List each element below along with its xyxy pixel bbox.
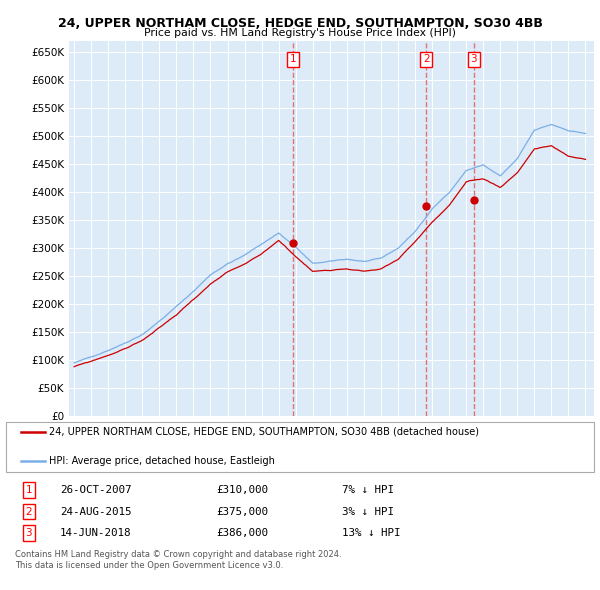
Text: 26-OCT-2007: 26-OCT-2007 bbox=[60, 485, 131, 494]
Text: £310,000: £310,000 bbox=[216, 485, 268, 494]
Text: 24, UPPER NORTHAM CLOSE, HEDGE END, SOUTHAMPTON, SO30 4BB: 24, UPPER NORTHAM CLOSE, HEDGE END, SOUT… bbox=[58, 17, 542, 30]
Text: 1: 1 bbox=[25, 485, 32, 494]
Text: 3% ↓ HPI: 3% ↓ HPI bbox=[342, 507, 394, 516]
Text: 1: 1 bbox=[289, 54, 296, 64]
Text: 2: 2 bbox=[25, 507, 32, 516]
Text: 7% ↓ HPI: 7% ↓ HPI bbox=[342, 485, 394, 494]
Text: 3: 3 bbox=[470, 54, 477, 64]
Text: £375,000: £375,000 bbox=[216, 507, 268, 516]
Text: 2: 2 bbox=[423, 54, 430, 64]
Text: Contains HM Land Registry data © Crown copyright and database right 2024.: Contains HM Land Registry data © Crown c… bbox=[15, 550, 341, 559]
Text: 13% ↓ HPI: 13% ↓ HPI bbox=[342, 529, 401, 538]
Text: HPI: Average price, detached house, Eastleigh: HPI: Average price, detached house, East… bbox=[49, 457, 275, 466]
Text: 24, UPPER NORTHAM CLOSE, HEDGE END, SOUTHAMPTON, SO30 4BB (detached house): 24, UPPER NORTHAM CLOSE, HEDGE END, SOUT… bbox=[49, 427, 479, 437]
Text: Price paid vs. HM Land Registry's House Price Index (HPI): Price paid vs. HM Land Registry's House … bbox=[144, 28, 456, 38]
Text: This data is licensed under the Open Government Licence v3.0.: This data is licensed under the Open Gov… bbox=[15, 560, 283, 570]
Text: £386,000: £386,000 bbox=[216, 529, 268, 538]
Text: 24-AUG-2015: 24-AUG-2015 bbox=[60, 507, 131, 516]
Text: 14-JUN-2018: 14-JUN-2018 bbox=[60, 529, 131, 538]
Text: 3: 3 bbox=[25, 529, 32, 538]
